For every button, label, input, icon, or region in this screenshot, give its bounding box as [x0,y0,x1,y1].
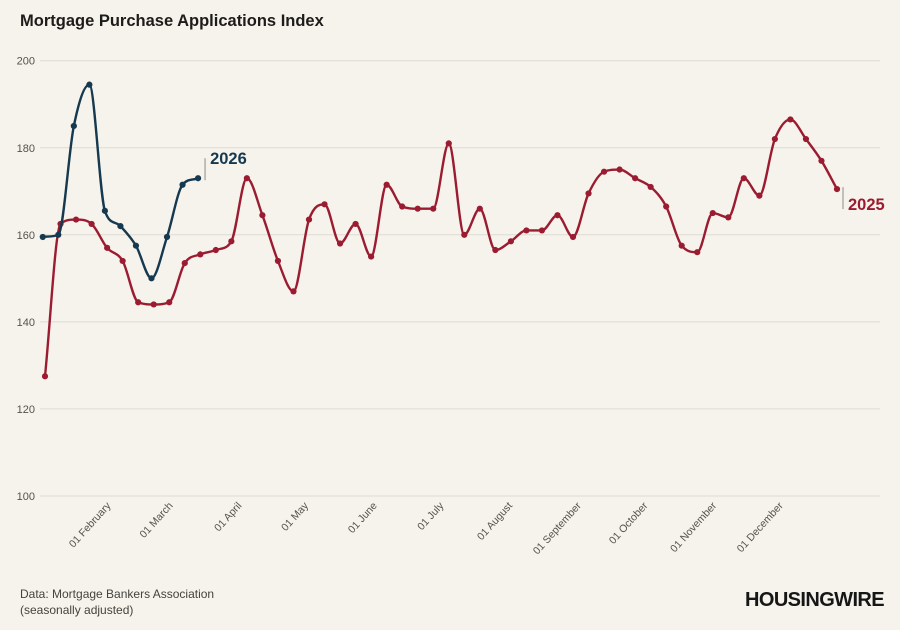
series-2026-point [132,242,140,249]
y-tick-label-120: 120 [17,404,35,416]
series-2025-point [259,212,266,219]
source-line-2: (seasonally adjusted) [20,603,134,617]
y-tick-label-140: 140 [17,317,35,329]
series-2026-point [86,81,93,88]
series-2025-point [507,238,514,245]
series-2025-point [538,227,546,234]
series-2025-point [476,205,483,212]
series-2025-point [135,299,142,306]
y-grid [40,60,880,497]
x-tick-label: 01 July [415,499,447,532]
series-2026-point [163,233,171,241]
series-2025-point [461,231,468,238]
series-2026-point [148,275,155,282]
y-axis-labels: 100 120 140 160 180 200 [17,56,35,503]
series-2025-point [305,216,313,223]
series-2025-point [212,246,219,254]
series-2025-point [228,238,235,245]
series-2025-point [585,190,592,197]
series-2025-point [274,257,282,265]
x-tick-label: 01 June [346,500,380,536]
series-2025-point [802,135,810,143]
series-2025-point [166,299,173,306]
series-2025-point [243,175,250,182]
series-2025-point [740,175,747,182]
series-2025-point [104,244,111,251]
series-2025-point [290,288,297,295]
series-2025-point [119,257,126,265]
series-2026-point [179,181,186,188]
series-2025-point [150,301,157,308]
chart-title: Mortgage Purchase Applications Index [20,12,324,30]
series-2025-point [523,227,530,234]
series-2025-point [88,220,95,228]
series-2025-point [787,116,794,123]
series-2026-label: 2026 [210,150,247,168]
series-2025-point [632,175,639,182]
x-tick-label: 01 August [475,500,515,543]
housingwire-logo: HOUSINGWIRE [745,589,885,611]
series-2025: 2025 [41,116,885,380]
series-2025-point [600,168,608,175]
source-line-1: Data: Mortgage Bankers Association [20,587,215,601]
y-tick-label-200: 200 [17,56,35,68]
x-tick-label: 01 November [668,500,719,555]
series-2025-point [833,185,841,193]
series-2026-point [55,231,62,238]
series-2025-point [72,216,80,223]
series-2025-point [41,373,49,380]
series-2025-point [725,214,732,221]
x-tick-label: 01 April [212,500,244,534]
series-2026-line [41,83,200,280]
series-2025-point [430,205,437,212]
series-2025-point [771,135,778,143]
series-2025-point [383,181,390,188]
series-2025-point [492,246,499,254]
y-tick-label-180: 180 [17,143,35,155]
series-2025-label: 2025 [848,196,885,214]
x-tick-label: 01 September [531,500,584,557]
series-2025-point [663,203,670,210]
series-2025-point [321,201,328,208]
series-2025-point [554,212,561,219]
series-2025-point [647,183,654,191]
x-tick-label: 01 March [137,500,175,541]
series-2025-point [756,192,763,199]
series-2026-point [39,233,46,241]
x-tick-label: 01 October [607,500,651,547]
source-note: Data: Mortgage Bankers Association (seas… [20,586,214,618]
x-tick-label: 01 February [67,499,114,550]
x-axis-labels: 01 February 01 March 01 April 01 May 01 June… [67,499,786,557]
series-2025-point [678,242,685,249]
series-2026: 2026 [39,81,247,282]
y-tick-label-100: 100 [17,491,35,503]
series-2026-point [117,222,124,230]
series-2025-point [399,203,406,210]
series-2025-point [352,220,359,228]
y-tick-label-160: 160 [17,230,35,242]
series-2025-point [414,205,421,212]
series-2025-point [818,157,825,164]
series-2025-point [694,249,701,256]
series-2025-point [445,140,452,147]
series-2025-point [368,253,375,260]
series-2026-point [70,122,77,130]
x-tick-label: 01 May [279,499,311,533]
x-tick-label: 01 December [735,500,786,555]
series-2025-point [181,259,188,267]
series-2025-point [197,251,204,258]
series-2025-point [569,233,577,241]
series-2025-point [709,209,716,217]
series-2026-point [194,175,202,182]
series-2025-point [616,166,623,173]
series-2026-point [101,207,108,214]
series-2025-line [43,118,839,378]
series-2025-point [336,240,344,247]
